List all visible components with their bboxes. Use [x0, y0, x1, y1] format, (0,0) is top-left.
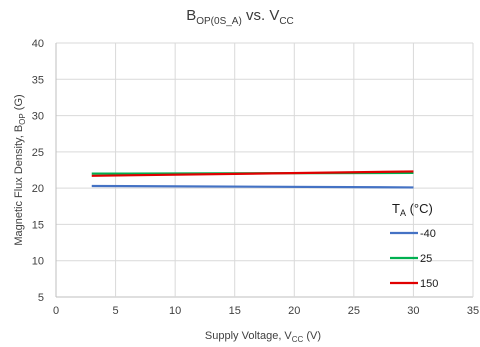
x-tick-label: 10	[169, 305, 181, 317]
y-tick-label: 5	[38, 292, 44, 304]
legend-title: TA (°C)	[392, 201, 433, 218]
x-tick-label: 30	[407, 305, 419, 317]
chart-title: BOP(0S_A) vs. VCC	[186, 7, 294, 27]
gridlines	[55, 42, 474, 298]
series-lines	[91, 170, 414, 189]
x-tick-label: 20	[288, 305, 300, 317]
x-tick-label: 5	[113, 305, 119, 317]
y-tick-label: 40	[32, 38, 44, 50]
legend-label-150: 150	[420, 278, 438, 290]
x-tick-label: 15	[229, 305, 241, 317]
series-line-150	[91, 170, 414, 177]
x-axis-label: Supply Voltage, VCC (V)	[205, 330, 321, 344]
legend: TA (°C) -40 25 150	[390, 201, 438, 290]
series-line--40	[91, 184, 414, 189]
y-tick-label: 20	[32, 183, 44, 195]
y-axis-label: Magnetic Flux Density, BOP (G)	[13, 94, 27, 245]
legend-label--40: -40	[420, 228, 436, 240]
x-tick-labels: 0 5 10 15 20 25 30 35	[53, 305, 479, 317]
y-tick-label: 15	[32, 219, 44, 231]
y-tick-label: 10	[32, 256, 44, 268]
y-tick-labels: 5 10 15 20 25 30 35 40	[32, 38, 44, 304]
legend-label-25: 25	[420, 253, 432, 265]
x-tick-label: 25	[348, 305, 360, 317]
x-tick-label: 35	[467, 305, 479, 317]
y-tick-label: 35	[32, 74, 44, 86]
y-tick-label: 25	[32, 147, 44, 159]
x-tick-label: 0	[53, 305, 59, 317]
y-tick-label: 30	[32, 111, 44, 123]
